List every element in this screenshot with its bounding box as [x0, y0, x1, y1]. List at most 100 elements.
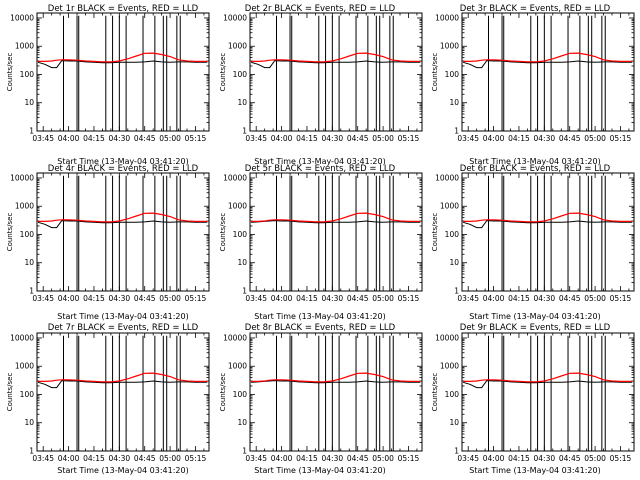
panel-det-6r: Det 6r BLACK = Events, RED = LLD Start T…	[431, 164, 635, 321]
x-tick-label: 03:45	[457, 134, 479, 143]
y-tick-label: 10	[237, 258, 247, 267]
x-tick-label: 04:45	[134, 134, 156, 143]
x-tick-label: 05:00	[372, 134, 394, 143]
panel-title: Det 9r BLACK = Events, RED = LLD	[460, 323, 611, 333]
panel-title: Det 1r BLACK = Events, RED = LLD	[48, 4, 199, 14]
x-tick-label: 04:45	[134, 454, 156, 463]
plot-frame	[461, 332, 635, 452]
y-tick-label: 10000	[10, 13, 34, 22]
events-series-line	[462, 60, 633, 69]
events-series-line	[251, 380, 421, 384]
y-axis-label: Counts/sec	[219, 213, 227, 252]
x-tick-label: 04:30	[109, 454, 131, 463]
x-tick-label: 03:45	[245, 294, 267, 303]
x-tick-label: 04:15	[83, 454, 105, 463]
x-tick-label: 04:30	[534, 134, 556, 143]
x-tick-label: 05:15	[398, 294, 420, 303]
x-axis-label: Start Time (13-May-04 03:41:20)	[57, 157, 188, 166]
x-tick-label: 05:15	[610, 454, 632, 463]
panel-det-9r: Det 9r BLACK = Events, RED = LLD Start T…	[431, 323, 635, 475]
y-tick-label: 1	[454, 447, 459, 456]
panel-det-5r: Det 5r BLACK = Events, RED = LLD Start T…	[219, 164, 423, 321]
y-tick-label: 10000	[10, 173, 34, 182]
x-tick-label: 03:45	[245, 454, 267, 463]
y-tick-label: 10000	[435, 13, 459, 22]
x-tick-label: 04:15	[508, 134, 530, 143]
plot-frame	[36, 172, 210, 292]
x-axis-label: Start Time (13-May-04 03:41:20)	[469, 312, 600, 321]
x-tick-label: 04:00	[58, 134, 80, 143]
y-tick-label: 100	[20, 230, 35, 239]
x-tick-label: 04:45	[559, 294, 581, 303]
lld-series-line	[251, 372, 421, 383]
x-tick-label: 04:45	[347, 134, 369, 143]
y-tick-label: 1	[242, 127, 247, 136]
plot-frame	[461, 172, 635, 292]
x-tick-label: 04:00	[483, 454, 505, 463]
x-tick-label: 04:00	[483, 134, 505, 143]
panel-title: Det 7r BLACK = Events, RED = LLD	[48, 323, 199, 333]
y-tick-label: 100	[20, 70, 35, 79]
y-tick-label: 100	[445, 230, 460, 239]
y-tick-label: 1000	[15, 362, 34, 371]
x-tick-label: 03:45	[457, 454, 479, 463]
x-tick-label: 04:30	[534, 454, 556, 463]
x-tick-label: 05:15	[610, 294, 632, 303]
x-tick-label: 04:15	[296, 134, 318, 143]
x-tick-label: 05:15	[185, 294, 207, 303]
x-axis-label: Start Time (13-May-04 03:41:20)	[469, 466, 600, 475]
x-axis-label: Start Time (13-May-04 03:41:20)	[57, 312, 188, 321]
panel-title: Det 2r BLACK = Events, RED = LLD	[245, 4, 396, 14]
x-axis-label: Start Time (13-May-04 03:41:20)	[254, 466, 385, 475]
y-axis-label: Counts/sec	[6, 53, 14, 92]
events-series-line	[462, 380, 633, 389]
x-tick-label: 05:15	[398, 454, 420, 463]
x-tick-label: 05:00	[584, 454, 606, 463]
x-tick-label: 05:00	[159, 294, 181, 303]
events-series-line	[37, 380, 208, 389]
x-tick-label: 04:00	[271, 454, 293, 463]
x-tick-label: 05:15	[398, 134, 420, 143]
x-tick-label: 04:45	[559, 454, 581, 463]
panel-det-8r: Det 8r BLACK = Events, RED = LLD Start T…	[219, 323, 423, 475]
y-tick-label: 10	[24, 258, 34, 267]
lld-series-line	[463, 212, 633, 223]
y-axis-label: Counts/sec	[6, 373, 14, 412]
y-tick-label: 100	[20, 390, 35, 399]
y-tick-label: 1	[29, 127, 34, 136]
x-tick-label: 04:15	[508, 454, 530, 463]
x-tick-label: 03:45	[245, 134, 267, 143]
x-tick-label: 04:30	[322, 294, 344, 303]
x-tick-label: 05:15	[610, 134, 632, 143]
y-tick-label: 10000	[435, 333, 459, 342]
x-tick-label: 04:45	[134, 294, 156, 303]
plot-frame	[461, 12, 635, 132]
x-tick-label: 05:00	[159, 454, 181, 463]
y-tick-label: 10000	[223, 173, 247, 182]
y-tick-label: 1	[242, 447, 247, 456]
events-series-line	[37, 220, 208, 229]
plot-frame	[249, 12, 423, 132]
x-tick-label: 03:45	[457, 294, 479, 303]
y-axis-label: Counts/sec	[431, 53, 439, 92]
y-tick-label: 10	[237, 98, 247, 107]
lld-series-line	[251, 52, 421, 63]
y-tick-label: 1000	[15, 42, 34, 51]
x-tick-label: 04:00	[58, 454, 80, 463]
y-tick-label: 10	[449, 418, 459, 427]
y-tick-label: 10	[24, 418, 34, 427]
x-axis-label: Start Time (13-May-04 03:41:20)	[254, 157, 385, 166]
panel-title: Det 3r BLACK = Events, RED = LLD	[460, 4, 611, 14]
x-tick-label: 04:15	[508, 294, 530, 303]
y-tick-label: 100	[233, 390, 248, 399]
panel-det-4r: Det 4r BLACK = Events, RED = LLD Start T…	[6, 164, 210, 321]
y-tick-label: 1000	[15, 202, 34, 211]
plot-frame	[249, 172, 423, 292]
plot-frame	[36, 12, 210, 132]
y-axis-label: Counts/sec	[431, 213, 439, 252]
y-tick-label: 1000	[440, 202, 459, 211]
lld-series-line	[38, 372, 208, 383]
events-series-line	[37, 60, 208, 69]
x-tick-label: 04:15	[83, 294, 105, 303]
